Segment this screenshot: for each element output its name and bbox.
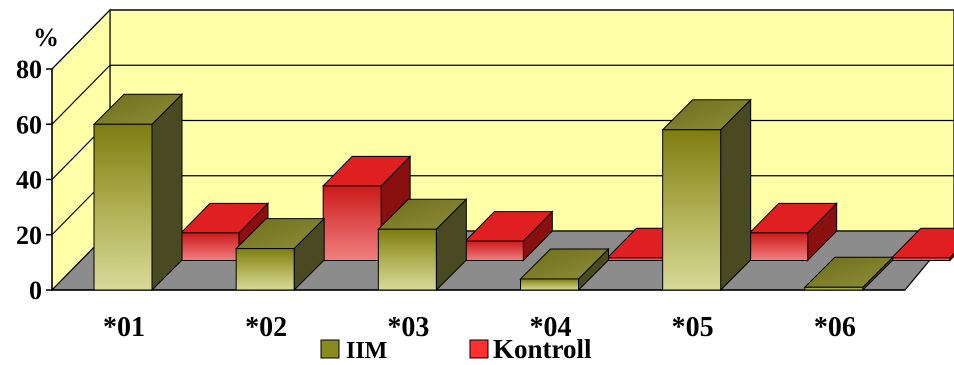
- bar-iim-5-front: [662, 129, 722, 291]
- bar-iim-1: [92, 93, 184, 292]
- legend-swatch-kontroll: [469, 339, 489, 359]
- bar-iim-2-front: [235, 248, 295, 291]
- bar-kontroll-2-front: [322, 185, 382, 262]
- bar-kontroll-6-front: [891, 257, 951, 261]
- y-tick-label: 20: [16, 221, 42, 250]
- y-axis: 0 20 40 60 80: [16, 55, 905, 305]
- y-axis-unit-label: %: [33, 23, 59, 52]
- x-tick-label: *01: [103, 312, 145, 343]
- bars: [92, 93, 954, 292]
- x-tick-label: *06: [814, 312, 856, 343]
- bar-iim-4: [519, 247, 610, 292]
- x-tick-label: *02: [245, 312, 287, 343]
- legend-label-iim: IIM: [346, 338, 387, 364]
- bar-kontroll-5: [748, 202, 838, 262]
- legend-label-kontroll: Kontroll: [493, 334, 592, 364]
- bar-iim-3-front: [377, 228, 437, 291]
- bar-iim-1-front: [93, 123, 153, 291]
- bar-kontroll-3: [464, 210, 554, 262]
- x-tick-label: *03: [387, 312, 429, 343]
- x-tick-label: *04: [530, 312, 572, 343]
- gridline-side: [51, 9, 111, 70]
- bar-iim-1-side: [151, 93, 183, 292]
- x-axis-labels: *01 *02 *03 *04 *05 *06: [103, 312, 856, 343]
- legend: IIM Kontroll: [320, 334, 592, 364]
- bar-iim-4-front: [520, 278, 579, 291]
- bar-iim-3: [377, 198, 468, 292]
- bar-iim-2: [234, 217, 326, 292]
- bar-iim-5: [661, 98, 752, 292]
- y-tick-label: 60: [16, 110, 42, 139]
- bar-iim-5-side: [720, 98, 752, 292]
- bar-kontroll-3-front: [464, 240, 524, 262]
- bar-iim-6-front: [804, 286, 864, 291]
- y-tick-label: 40: [16, 166, 42, 195]
- y-tick-label: 0: [29, 276, 42, 305]
- legend-swatch-iim: [320, 339, 340, 359]
- bar-kontroll-4-front: [607, 257, 666, 261]
- x-tick-label: *05: [672, 312, 714, 343]
- bar-iim-6: [803, 256, 895, 292]
- bar-kontroll-1-front: [180, 232, 240, 261]
- bar-kontroll-6: [890, 227, 954, 262]
- gridline-side: [51, 64, 111, 125]
- bar-kontroll-5-front: [749, 232, 809, 261]
- y-tick-label: 80: [16, 55, 42, 84]
